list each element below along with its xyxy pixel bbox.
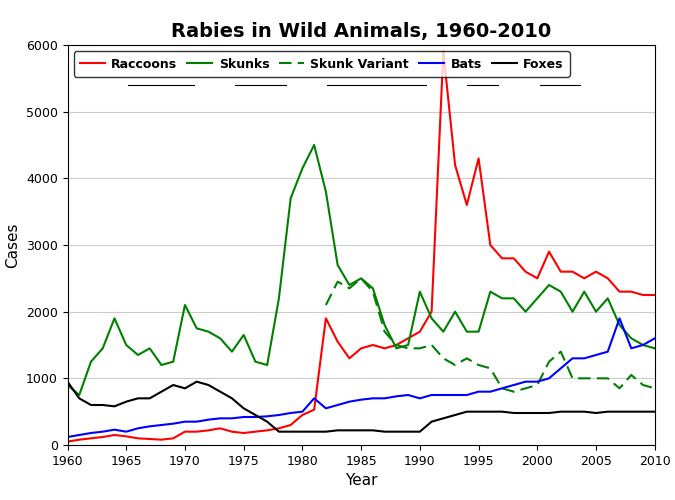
Legend: Raccoons, Skunks, Skunk Variant, Bats, Foxes: Raccoons, Skunks, Skunk Variant, Bats, F…	[74, 52, 570, 76]
Title: Rabies in Wild Animals, 1960-2010: Rabies in Wild Animals, 1960-2010	[171, 22, 551, 40]
Y-axis label: Cases: Cases	[5, 222, 20, 268]
X-axis label: Year: Year	[345, 474, 377, 488]
